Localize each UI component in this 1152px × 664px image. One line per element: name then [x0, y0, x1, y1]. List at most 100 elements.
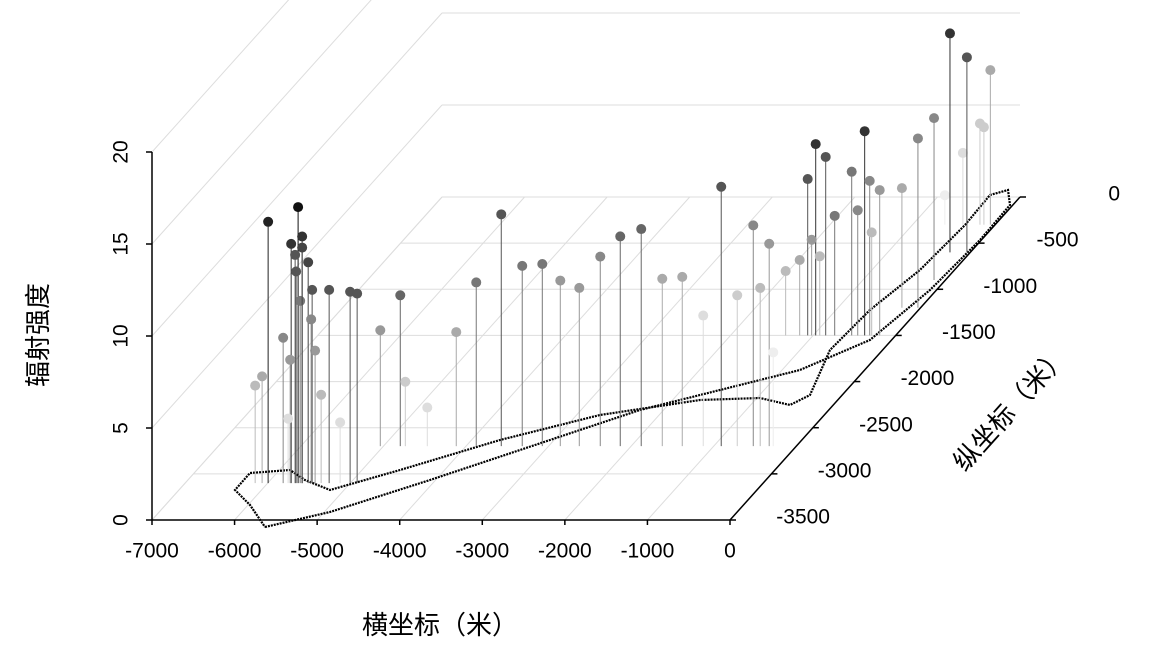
- stem-marker: [780, 266, 791, 277]
- stem-marker: [555, 275, 566, 286]
- stem-marker: [595, 251, 606, 262]
- grid-line: [151, 0, 290, 153]
- z-axis-title: 辐射强度: [23, 283, 53, 387]
- stem-marker: [286, 238, 297, 249]
- grid-line: [316, 196, 608, 521]
- stem-marker: [802, 174, 813, 185]
- grid-line: [151, 12, 443, 337]
- stem-marker: [820, 151, 831, 162]
- stem-marker: [978, 122, 989, 133]
- stem-marker: [537, 259, 548, 270]
- stem-marker: [748, 220, 759, 231]
- grid-line: [151, 104, 443, 429]
- stem-marker: [400, 376, 411, 387]
- stem-marker: [263, 216, 274, 227]
- stem-marker: [859, 126, 870, 137]
- y-tick-label: -3000: [818, 459, 872, 482]
- stem-marker: [290, 249, 301, 260]
- stem-marker: [829, 210, 840, 221]
- z-tick-label: 15: [110, 232, 133, 255]
- stem-marker: [794, 254, 805, 265]
- y-tick-label: -1000: [983, 275, 1037, 298]
- stem-marker: [806, 234, 817, 245]
- stem-marker: [278, 332, 289, 343]
- x-tick-label: -1000: [621, 540, 675, 563]
- stem-marker: [874, 185, 885, 196]
- stem-marker: [852, 205, 863, 216]
- stem-marker: [939, 190, 950, 201]
- stem-marker: [677, 271, 688, 282]
- stem-marker: [306, 314, 317, 325]
- stem-marker: [496, 209, 507, 220]
- stem-marker: [764, 238, 775, 249]
- stem-marker: [297, 242, 308, 253]
- stem-marker: [324, 284, 335, 295]
- stem-marker: [866, 227, 877, 238]
- stem-marker: [283, 413, 294, 424]
- grid-line: [151, 0, 372, 245]
- stem-marker: [250, 380, 261, 391]
- stem-marker: [517, 260, 528, 271]
- stem-marker: [257, 371, 268, 382]
- y-tick-label: 0: [1108, 183, 1120, 206]
- grid-line: [399, 196, 691, 521]
- stem-marker: [961, 52, 972, 63]
- stem-marker: [698, 310, 709, 321]
- stem-marker: [896, 183, 907, 194]
- stem-marker: [297, 231, 308, 242]
- stem-marker: [732, 290, 743, 301]
- stem-marker: [716, 181, 727, 192]
- y-tick-label: -1500: [942, 321, 996, 344]
- stem-marker: [471, 277, 482, 288]
- z-tick-label: 10: [110, 324, 133, 347]
- z-tick-label: 0: [110, 514, 133, 526]
- stem-marker: [375, 325, 386, 336]
- stem-marker: [293, 202, 304, 213]
- y-tick-label: -2000: [901, 367, 955, 390]
- stem-marker: [316, 389, 327, 400]
- stem-marker: [335, 417, 346, 428]
- stem-marker: [768, 347, 779, 358]
- stem-marker: [957, 147, 968, 158]
- stem-marker: [810, 139, 821, 150]
- x-tick-label: -3000: [455, 540, 509, 563]
- stem-marker: [985, 65, 996, 76]
- y-tick-label: -500: [1037, 229, 1079, 252]
- x-tick-label: 0: [724, 540, 736, 563]
- stem-marker: [636, 224, 647, 235]
- stem-marker: [846, 166, 857, 177]
- stem-marker: [307, 284, 318, 295]
- stem-marker: [422, 402, 433, 413]
- x-tick-label: -5000: [290, 540, 344, 563]
- grid-line: [151, 196, 443, 521]
- grid-line: [564, 196, 856, 521]
- y-tick-label: -3500: [776, 506, 830, 529]
- x-tick-label: -7000: [125, 540, 179, 563]
- y-tick-label: -2500: [859, 413, 913, 436]
- stem-marker: [395, 290, 406, 301]
- stem-marker: [285, 354, 296, 365]
- stem-marker: [657, 273, 668, 284]
- x-tick-label: -6000: [208, 540, 262, 563]
- stem-marker: [451, 327, 462, 338]
- z-tick-label: 5: [110, 422, 133, 434]
- grid-line: [481, 196, 773, 521]
- stem-marker: [303, 257, 314, 268]
- stem-marker: [574, 282, 585, 293]
- y-axis: [729, 196, 1021, 521]
- stem-marker: [912, 133, 923, 144]
- stem-marker: [310, 345, 321, 356]
- x-tick-label: -4000: [373, 540, 427, 563]
- stem-marker: [352, 288, 363, 299]
- x-axis-title: 横坐标（米）: [362, 610, 518, 640]
- stem-marker: [814, 251, 825, 262]
- z-tick-label: 20: [110, 140, 133, 163]
- grid-line: [647, 196, 938, 521]
- stem-marker: [929, 113, 940, 124]
- stem-marker: [615, 231, 626, 242]
- x-tick-label: -2000: [538, 540, 592, 563]
- y-axis-title: 纵坐标（米）: [947, 341, 1074, 477]
- stem-marker: [755, 282, 766, 293]
- stem-marker: [944, 28, 955, 39]
